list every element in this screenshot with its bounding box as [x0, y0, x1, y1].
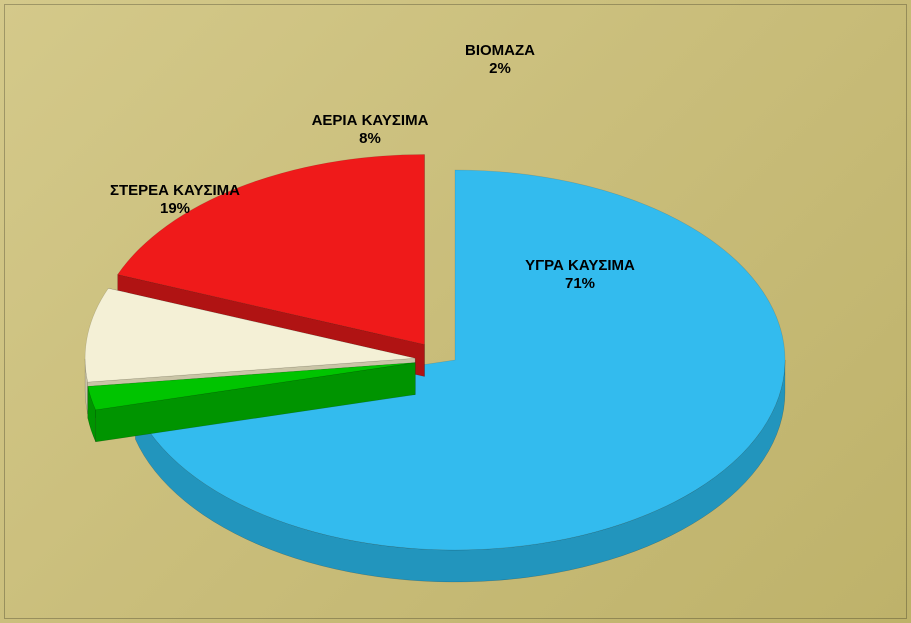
slice-percent: 2%	[489, 60, 511, 77]
slice-name: ΑΕΡΙΑ ΚΑΥΣΙΜΑ	[312, 112, 429, 129]
slice-label: ΣΤΕΡΕΑ ΚΑΥΣΙΜΑ19%	[110, 182, 240, 218]
fuel-mix-pie-chart	[0, 0, 911, 623]
slice-percent: 8%	[359, 130, 381, 147]
slice-label: ΑΕΡΙΑ ΚΑΥΣΙΜΑ8%	[312, 112, 429, 148]
slice-label: ΥΓΡΑ ΚΑΥΣΙΜΑ71%	[525, 257, 635, 293]
slice-name: ΒΙΟΜΑΖΑ	[465, 42, 535, 59]
slice-label: ΒΙΟΜΑΖΑ2%	[465, 42, 535, 78]
slice-name: ΥΓΡΑ ΚΑΥΣΙΜΑ	[525, 257, 635, 274]
slice-percent: 19%	[160, 200, 190, 217]
slice-percent: 71%	[565, 275, 595, 292]
slice-name: ΣΤΕΡΕΑ ΚΑΥΣΙΜΑ	[110, 182, 240, 199]
